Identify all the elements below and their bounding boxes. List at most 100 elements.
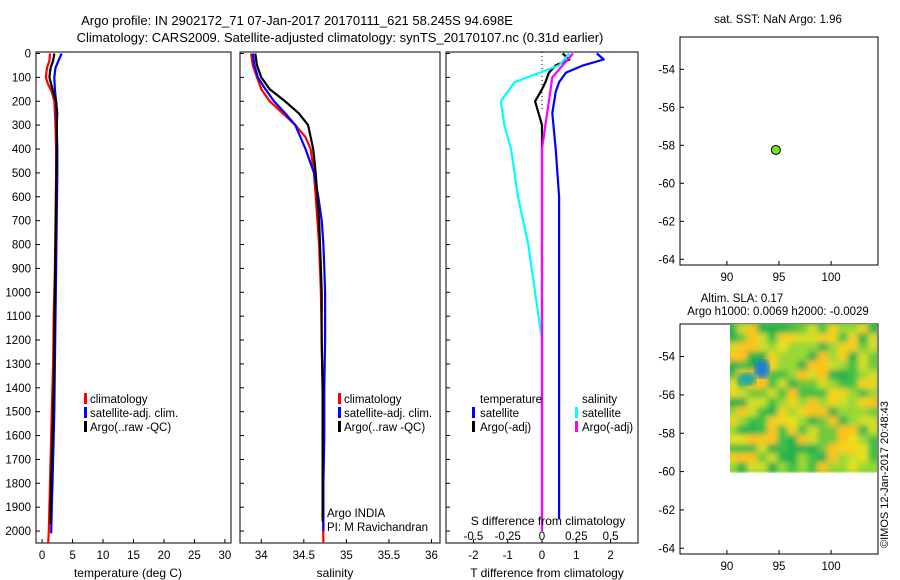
x-tick-label: 15 — [127, 550, 140, 562]
sla-cell — [757, 397, 769, 409]
sla-cell — [857, 342, 869, 353]
sla-cell — [827, 360, 839, 372]
x-tick-label: 5 — [69, 550, 75, 562]
sla-cell — [827, 462, 839, 473]
sla-cell — [747, 425, 759, 436]
map-x-tick-label: 100 — [822, 561, 841, 573]
sla-cell — [807, 333, 819, 344]
sla-cell — [787, 397, 799, 409]
sla-cell — [767, 360, 779, 372]
sla-cell — [867, 379, 877, 390]
sst-map-axes: 90 95 100 -54 -56 -58 -60 -62 -64 — [658, 64, 840, 284]
sla-cell — [867, 360, 877, 372]
sla-cell — [767, 397, 779, 409]
sla-cell — [827, 333, 839, 344]
sla-map-title-line-1: Altim. SLA: 0.17 — [701, 293, 783, 305]
sla-cell — [867, 397, 877, 409]
sla-cell — [757, 351, 769, 362]
sla-cell — [857, 443, 869, 455]
sla-cell — [736, 453, 749, 464]
sla-cell — [837, 333, 849, 344]
sla-cell — [857, 388, 869, 399]
sla-cell — [847, 370, 859, 381]
sla-cell — [847, 434, 859, 445]
sla-cell — [730, 388, 738, 399]
sla-cell — [867, 342, 877, 353]
sla-cell — [817, 370, 829, 381]
s-tick-label: -0.25 — [495, 531, 521, 543]
difference-series — [499, 52, 605, 532]
sla-cell — [797, 397, 809, 409]
sla-cell — [757, 379, 769, 390]
sla-cell — [837, 370, 849, 381]
sla-cell — [837, 443, 849, 455]
sla-cell — [797, 416, 809, 427]
sla-cell — [797, 360, 809, 372]
sla-cell — [807, 397, 819, 409]
sla-cell — [847, 443, 859, 455]
sla-cell — [837, 416, 849, 427]
depth-tick-label: 900 — [12, 263, 31, 275]
sla-cell — [797, 333, 809, 344]
series-line — [540, 52, 574, 532]
sla-cell — [777, 443, 789, 455]
sla-cell — [837, 453, 849, 464]
x-tick-label: 0 — [539, 550, 545, 562]
sla-cell — [747, 388, 759, 399]
legend-swatch-sal-satellite — [575, 407, 578, 418]
depth-tick-label: 600 — [12, 192, 31, 204]
legend-swatch-sal-argo — [575, 421, 578, 432]
sla-cell — [736, 351, 749, 362]
sla-cell — [857, 351, 869, 362]
sla-cell — [767, 462, 779, 473]
s-tick-label: 0.25 — [565, 531, 587, 543]
sla-cell — [817, 379, 829, 390]
sla-cell — [767, 379, 779, 390]
sla-cell — [847, 416, 859, 427]
sla-cell — [730, 453, 738, 464]
sla-cell — [787, 416, 799, 427]
salinity-panel-frame — [239, 51, 441, 544]
x-tick-label: -2 — [468, 550, 478, 562]
sla-cell — [797, 462, 809, 473]
sla-cell — [847, 388, 859, 399]
sla-cell — [747, 453, 759, 464]
sla-cell — [787, 360, 799, 372]
sla-cell — [847, 397, 859, 409]
sla-cell — [730, 351, 738, 362]
sla-cell — [777, 342, 789, 353]
sla-cell — [857, 453, 869, 464]
sla-cell — [787, 453, 799, 464]
sla-cell — [807, 453, 819, 464]
map-x-tick-label: 95 — [773, 561, 786, 573]
sla-cell — [747, 407, 759, 418]
sla-cell — [777, 425, 789, 436]
sla-cell — [787, 370, 799, 381]
sla-cell — [827, 324, 839, 335]
sla-cell — [847, 379, 859, 390]
sla-cell — [817, 453, 829, 464]
sla-cell — [730, 434, 738, 445]
map-y-tick-label: -64 — [658, 543, 675, 555]
sla-cell — [857, 360, 869, 372]
sla-cell — [867, 425, 877, 436]
sla-cell — [730, 342, 738, 353]
salinity-note-line-2: PI: M Ravichandran — [327, 522, 428, 534]
map-y-tick-label: -64 — [658, 254, 675, 266]
map-y-tick-label: -56 — [658, 390, 675, 402]
sla-cell — [847, 407, 859, 418]
depth-tick-label: 500 — [12, 168, 31, 180]
sst-map-title: sat. SST: NaN Argo: 1.96 — [714, 14, 842, 26]
x-tick-label: 25 — [188, 550, 201, 562]
difference-x-axis: -2 -1 0 1 2 -0.5 -0.25 0 0.25 0.5 — [464, 52, 619, 562]
argo-position-marker — [770, 144, 781, 155]
sla-cell — [867, 407, 877, 418]
sla-cell — [736, 388, 749, 399]
sla-cell — [817, 333, 829, 344]
legend-label-sal-satellite: satellite — [582, 408, 621, 420]
x-tick-label: 34.5 — [293, 550, 315, 562]
sla-cell — [767, 453, 779, 464]
sla-cell — [807, 379, 819, 390]
sla-cell — [817, 416, 829, 427]
